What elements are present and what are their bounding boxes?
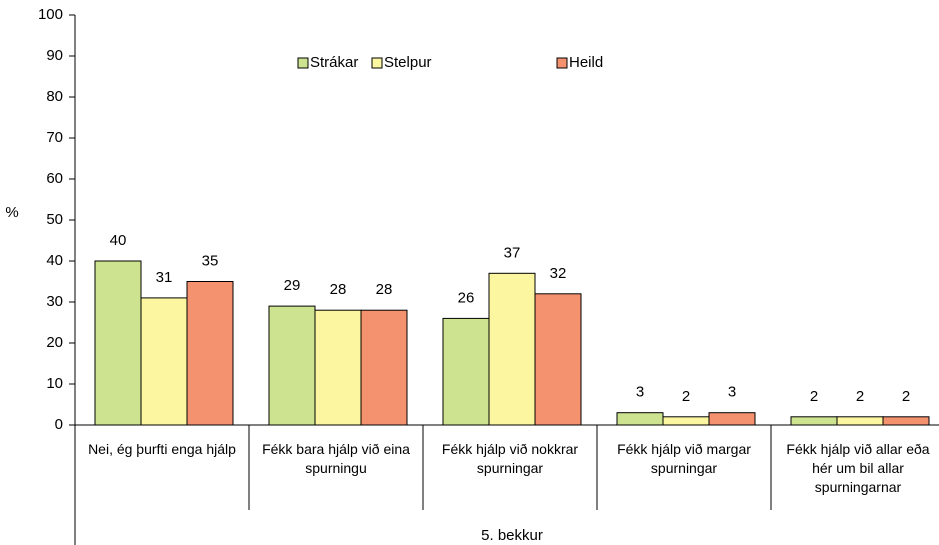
bar	[94, 260, 142, 426]
legend-label: Heild	[569, 54, 603, 71]
data-label: 29	[284, 277, 301, 294]
bar	[268, 305, 316, 426]
data-label: 37	[504, 244, 521, 261]
y-tick-label: 30	[46, 293, 63, 310]
data-label: 40	[110, 232, 127, 249]
bar	[140, 297, 188, 426]
legend-swatch	[371, 57, 383, 69]
data-label: 2	[856, 388, 864, 405]
bar	[616, 412, 664, 426]
bar	[186, 281, 234, 426]
bar	[790, 416, 838, 426]
data-label: 31	[156, 269, 173, 286]
x-tick-label: Fékk hjálp við margar spurningar	[617, 441, 751, 476]
y-tick-label: 60	[46, 170, 63, 187]
data-label: 35	[202, 252, 219, 269]
data-label: 2	[682, 388, 690, 405]
y-tick-label: 10	[46, 375, 63, 392]
y-tick-label: 0	[55, 416, 63, 433]
bar	[488, 272, 536, 426]
bar	[442, 317, 490, 426]
bar	[662, 416, 710, 426]
legend-label: Stelpur	[384, 54, 432, 71]
bar	[314, 309, 362, 426]
group-label: 5. bekkur	[481, 527, 543, 544]
x-tick-label: Nei, ég þurfti enga hjálp	[88, 441, 236, 457]
bar	[708, 412, 756, 426]
data-label: 28	[330, 281, 347, 298]
data-label: 2	[902, 388, 910, 405]
data-label: 28	[376, 281, 393, 298]
bar	[836, 416, 884, 426]
bar	[534, 293, 582, 426]
bar	[360, 309, 408, 426]
data-label: 32	[550, 265, 567, 282]
y-tick-label: 70	[46, 129, 63, 146]
y-tick-label: 80	[46, 88, 63, 105]
x-tick-label: Fékk bara hjálp við eina spurningu	[262, 441, 410, 476]
data-label: 3	[636, 384, 644, 401]
bar	[882, 416, 930, 426]
y-tick-label: 20	[46, 334, 63, 351]
data-label: 3	[728, 384, 736, 401]
y-tick-label: 40	[46, 252, 63, 269]
x-tick-label: Fékk hjálp við nokkrar spurningar	[441, 441, 579, 476]
x-tick-label: Fékk hjálp við allar eða hér um bil alla…	[786, 441, 930, 495]
legend-label: Strákar	[310, 54, 358, 71]
legend-swatch	[297, 57, 309, 69]
y-tick-label: 100	[38, 6, 63, 23]
y-tick-label: 50	[46, 211, 63, 228]
y-axis-label: %	[5, 204, 18, 221]
data-label: 2	[810, 388, 818, 405]
y-tick-label: 90	[46, 47, 63, 64]
data-label: 26	[458, 289, 475, 306]
legend-swatch	[556, 57, 568, 69]
